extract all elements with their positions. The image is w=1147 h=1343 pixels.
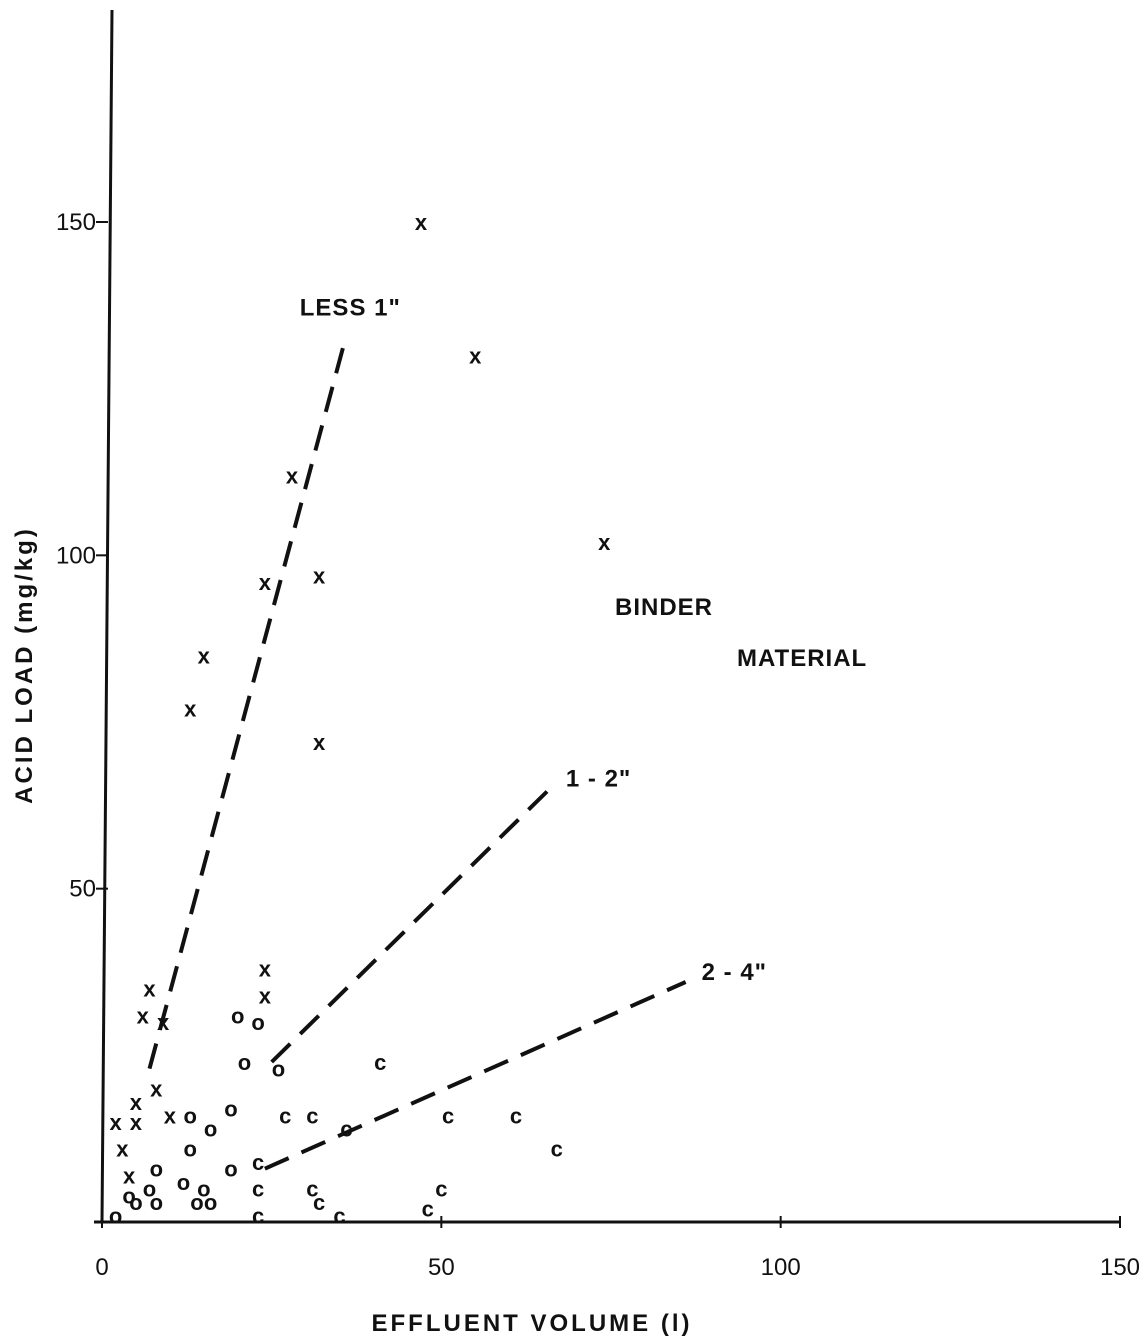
- trend-line: [264, 980, 687, 1171]
- data-point-marker-x: x: [259, 957, 272, 982]
- data-point-marker-x: x: [415, 210, 428, 235]
- x-tick-label: 150: [1100, 1254, 1140, 1281]
- data-point-marker-x: x: [150, 1077, 163, 1102]
- data-point-marker-c: c: [279, 1103, 291, 1128]
- data-point-marker-c: c: [374, 1050, 386, 1075]
- data-point-marker-c: c: [442, 1103, 454, 1128]
- x-tick-label: 0: [95, 1254, 108, 1281]
- data-point-marker-x: x: [286, 463, 299, 488]
- data-point-marker-o: o: [238, 1050, 251, 1075]
- axes: [94, 9, 1120, 1224]
- y-tick-label: 100: [56, 542, 96, 569]
- x-tick-label: 100: [761, 1254, 801, 1281]
- data-point-marker-c: c: [252, 1177, 264, 1202]
- y-axis-label: ACID LOAD (mg/kg): [11, 526, 38, 804]
- data-point-marker-o: o: [224, 1157, 237, 1182]
- y-tick-label: 150: [56, 209, 96, 236]
- data-point-marker-o: o: [197, 1177, 210, 1202]
- data-point-marker-o: o: [129, 1190, 142, 1215]
- data-point-marker-x: x: [123, 1163, 136, 1188]
- data-point-marker-o: o: [204, 1117, 217, 1142]
- data-point-marker-o: o: [184, 1103, 197, 1128]
- x-axis-label: EFFLUENT VOLUME (l): [372, 1310, 693, 1337]
- data-point-marker-x: x: [116, 1137, 129, 1162]
- data-point-marker-x: x: [184, 697, 197, 722]
- data-point-marker-x: x: [164, 1103, 177, 1128]
- data-point-marker-x: x: [109, 1110, 122, 1135]
- data-point-marker-c: c: [306, 1177, 318, 1202]
- data-point-marker-x: x: [198, 643, 211, 668]
- data-point-marker-o: o: [231, 1003, 244, 1028]
- data-point-marker-x: x: [313, 563, 326, 588]
- data-point-marker-x: x: [130, 1090, 143, 1115]
- data-point-marker-x: x: [469, 343, 482, 368]
- data-point-marker-o: o: [177, 1170, 190, 1195]
- data-point-marker-o: o: [143, 1177, 156, 1202]
- trend-lines: [147, 334, 687, 1171]
- tick-labels: 0 50 100 150 50 100 150: [56, 209, 1140, 1281]
- data-point-marker-c: c: [306, 1103, 318, 1128]
- data-point-marker-o: o: [190, 1190, 203, 1215]
- annotation-material: MATERIAL: [737, 645, 867, 672]
- data-point-marker-c: c: [252, 1150, 264, 1175]
- data-point-marker-o: o: [184, 1137, 197, 1162]
- trend-line-label: 2 - 4": [702, 959, 767, 986]
- data-point-marker-o: o: [109, 1203, 122, 1228]
- data-point-marker-c: c: [313, 1190, 325, 1215]
- data-point-marker-c: c: [551, 1137, 563, 1162]
- annotation-binder: BINDER: [615, 594, 713, 621]
- trend-line: [270, 787, 552, 1064]
- data-point-marker-x: x: [259, 983, 272, 1008]
- trend-line-label: 1 - 2": [566, 766, 631, 793]
- data-point-marker-o: o: [150, 1190, 163, 1215]
- trend-line-label: LESS 1": [300, 294, 401, 321]
- data-point-marker-o: o: [150, 1157, 163, 1182]
- data-point-marker-x: x: [259, 570, 272, 595]
- data-point-marker-x: x: [598, 530, 611, 555]
- data-point-marker-x: x: [313, 730, 326, 755]
- data-point-marker-c: c: [333, 1203, 345, 1228]
- y-axis-line: [100, 9, 114, 1223]
- data-point-marker-o: o: [272, 1057, 285, 1082]
- data-point-marker-c: c: [510, 1103, 522, 1128]
- data-point-marker-c: c: [422, 1197, 434, 1222]
- data-point-marker-c: c: [340, 1117, 352, 1142]
- y-tick-label: 50: [69, 876, 96, 903]
- data-point-marker-o: o: [204, 1190, 217, 1215]
- data-point-marker-o: o: [122, 1183, 135, 1208]
- line-labels: LESS 1" 1 - 2" 2 - 4": [300, 294, 767, 986]
- data-point-marker-o: o: [251, 1010, 264, 1035]
- data-point-marker-c: c: [435, 1177, 447, 1202]
- x-tick-label: 50: [428, 1254, 455, 1281]
- data-point-marker-x: x: [137, 1003, 150, 1028]
- data-point-marker-c: c: [252, 1203, 264, 1228]
- data-point-marker-x: x: [157, 1010, 170, 1035]
- trend-line: [147, 334, 349, 1070]
- data-point-marker-o: o: [224, 1097, 237, 1122]
- data-point-marker-x: x: [143, 977, 156, 1002]
- data-point-marker-x: x: [130, 1110, 143, 1135]
